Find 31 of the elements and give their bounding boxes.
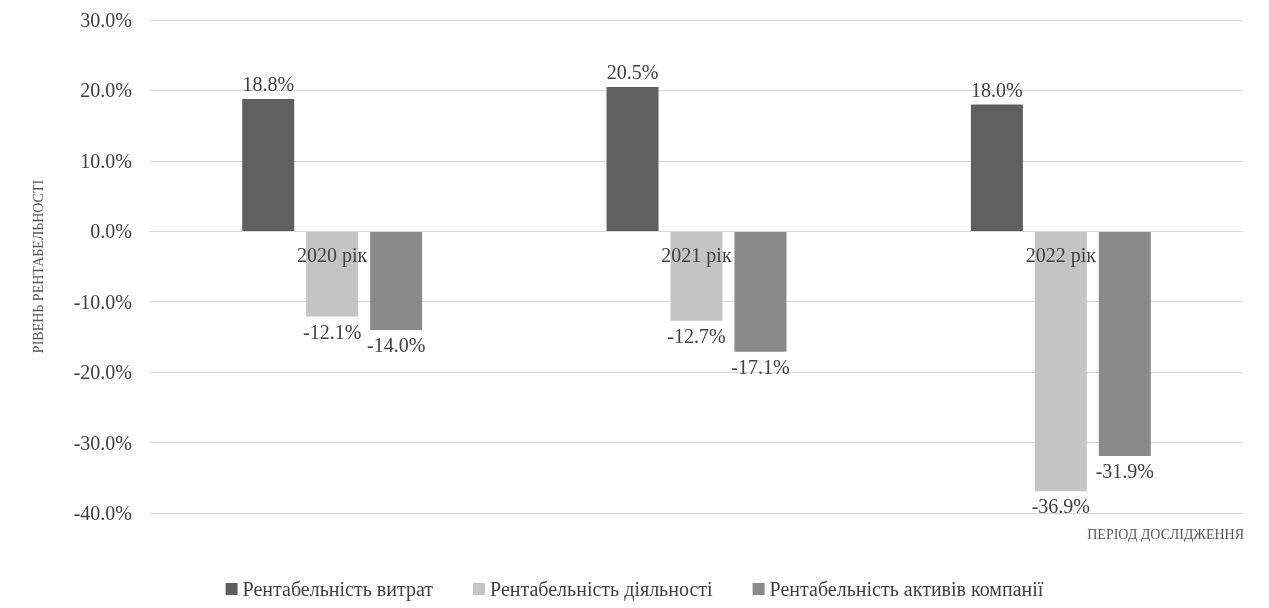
y-tick-label: 0.0%: [90, 220, 132, 243]
data-label: -17.1%: [731, 355, 790, 378]
data-label: -14.0%: [366, 333, 426, 356]
y-tick-label: 10.0%: [80, 149, 132, 172]
legend-label: Рентабельність діяльності: [490, 578, 714, 601]
data-label: 18.0%: [971, 78, 1023, 101]
y-tick-label: -40.0%: [73, 502, 132, 524]
data-label: 20.5%: [606, 60, 659, 83]
legend-label: Рентабельність активів компанії: [769, 578, 1044, 600]
y-tick-label: -10.0%: [73, 290, 132, 313]
y-axis-title: РІВЕНЬ РЕНТАБЕЛЬНОСТІ: [30, 179, 46, 354]
data-label: -12.1%: [303, 320, 362, 343]
y-tick-label: 20.0%: [80, 79, 132, 102]
bar: [606, 86, 659, 232]
data-label: -31.9%: [1095, 459, 1154, 482]
data-label: -36.9%: [1031, 495, 1090, 518]
bar: [970, 104, 1023, 232]
bar: [734, 231, 787, 352]
bar: [370, 231, 423, 330]
data-label: 18.8%: [242, 72, 295, 95]
y-tick-label: 30.0%: [80, 9, 132, 31]
y-tick-label: -20.0%: [73, 361, 132, 384]
x-axis-title: ПЕРІОД ДОСЛІДЖЕННЯ: [1087, 526, 1245, 542]
bar: [242, 98, 295, 232]
x-tick-label: 2022 рік: [1025, 244, 1097, 268]
legend-label: Рентабельність витрат: [242, 578, 434, 601]
x-tick-label: 2020 рік: [297, 244, 368, 268]
data-label: -12.7%: [667, 324, 726, 347]
y-tick-label: -30.0%: [73, 431, 132, 454]
x-tick-label: 2021 рік: [661, 244, 732, 268]
bar: [1098, 231, 1151, 456]
